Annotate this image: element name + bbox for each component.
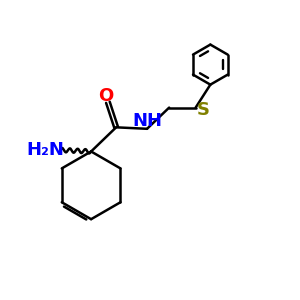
Text: H₂N: H₂N xyxy=(26,141,64,159)
Text: NH: NH xyxy=(133,112,163,130)
Text: S: S xyxy=(196,101,209,119)
Text: O: O xyxy=(98,87,113,105)
